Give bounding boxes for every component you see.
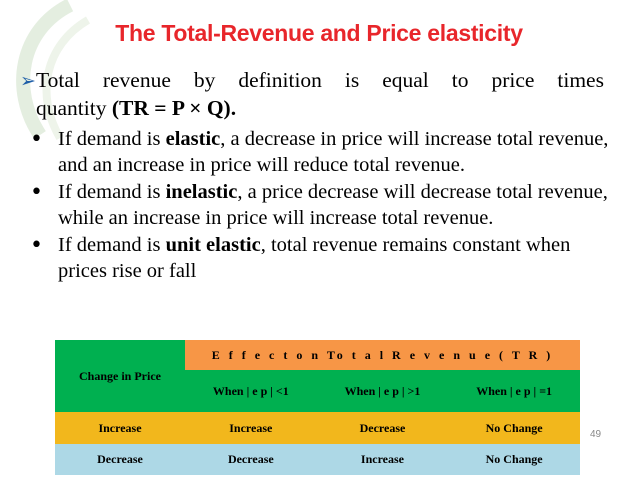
table-subheader: When | e p | =1 (448, 370, 580, 412)
bullet-dot-icon: • (30, 127, 43, 152)
table-effect-header: E f f e c t o n To t a l R e v e n u e (… (185, 340, 580, 370)
table-cell: Decrease (185, 444, 317, 475)
arrow-bullet-icon: ➢ (20, 70, 36, 92)
lead-paragraph: ➢ Total revenue by definition is equal t… (20, 66, 604, 122)
lead-line-1: Total revenue by definition is equal to … (36, 68, 604, 92)
table-cell: Increase (185, 412, 317, 444)
tr-formula: (TR = P × Q). (111, 96, 237, 120)
revenue-effect-table: Change in Price E f f e c t o n To t a l… (55, 340, 580, 475)
table-cell: No Change (448, 444, 580, 475)
table-cell: Decrease (55, 444, 185, 475)
table-cell: Increase (316, 444, 449, 475)
table-subheader: When | e p | >1 (316, 370, 449, 412)
lead-line-2: quantity (TR = P × Q). (36, 96, 237, 120)
bullet-unit-elastic: • If demand is unit elastic, total reven… (30, 233, 571, 282)
table-cell: Decrease (316, 412, 449, 444)
table-row: Increase Increase Decrease No Change (55, 412, 580, 444)
bullet-inelastic: • If demand is inelastic, a price decrea… (30, 180, 608, 229)
table-cell: Increase (55, 412, 185, 444)
table-cell: No Change (448, 412, 580, 444)
decorative-swirl-graphic (16, 0, 90, 140)
slide-title: The Total-Revenue and Price elasticity (115, 20, 523, 46)
table-row: Decrease Decrease Increase No Change (55, 444, 580, 475)
table-corner-header: Change in Price (55, 340, 185, 412)
table-subheader: When | e p | <1 (185, 370, 317, 412)
bullet-list: • If demand is elastic, a decrease in pr… (30, 127, 610, 286)
bullet-dot-icon: • (30, 233, 43, 258)
bullet-elastic: • If demand is elastic, a decrease in pr… (30, 127, 609, 176)
bullet-dot-icon: • (30, 180, 43, 205)
page-number: 49 (590, 429, 602, 440)
